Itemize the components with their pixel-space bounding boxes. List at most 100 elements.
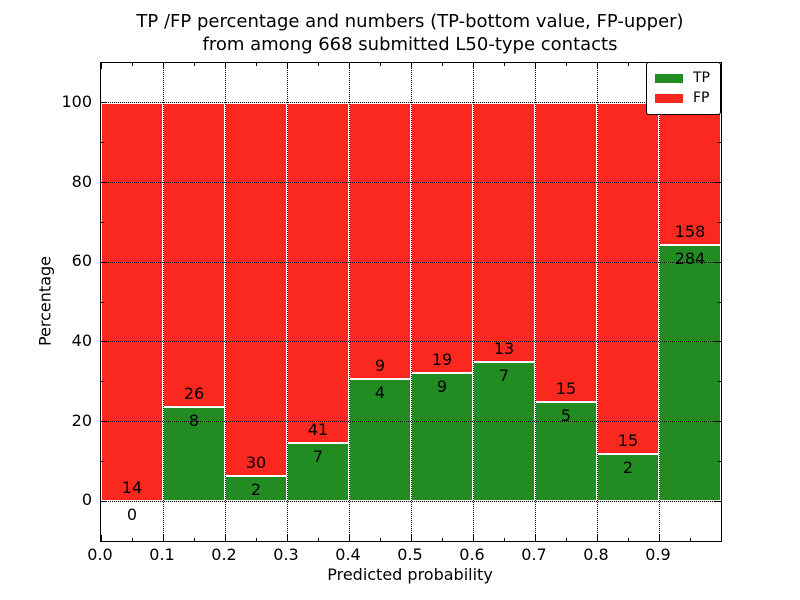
x-major-tick xyxy=(658,535,660,541)
x-major-tick xyxy=(348,63,350,69)
x-tick-label: 0.1 xyxy=(149,545,175,564)
fp-count-label: 26 xyxy=(183,384,205,404)
y-minor-tick xyxy=(101,301,104,303)
gridline-vertical xyxy=(596,63,598,541)
tp-count-label: 4 xyxy=(374,382,386,402)
x-major-tick xyxy=(410,535,412,541)
y-minor-tick xyxy=(101,381,104,383)
y-major-tick xyxy=(715,341,721,343)
tp-count-label: 8 xyxy=(188,411,200,431)
fp-count-label: 13 xyxy=(493,338,515,358)
x-major-tick xyxy=(472,535,474,541)
x-tick-label: 0.3 xyxy=(273,545,299,564)
x-major-tick xyxy=(410,63,412,69)
x-tick-label: 0.6 xyxy=(459,545,485,564)
x-minor-tick xyxy=(255,63,257,66)
x-minor-tick xyxy=(131,63,133,66)
x-tick-label: 0.9 xyxy=(645,545,671,564)
y-major-tick xyxy=(715,421,721,422)
x-minor-tick xyxy=(627,63,629,66)
y-minor-tick xyxy=(718,301,721,303)
x-major-tick xyxy=(720,63,722,69)
fp-count-label: 15 xyxy=(555,378,577,398)
x-minor-tick xyxy=(317,63,319,66)
fp-count-label: 14 xyxy=(121,478,143,498)
chart-title-line1: TP /FP percentage and numbers (TP-bottom… xyxy=(136,11,684,32)
y-minor-tick xyxy=(101,460,104,462)
fp-count-label: 9 xyxy=(374,355,386,375)
tp-count-label: 2 xyxy=(250,480,262,500)
gridline-vertical xyxy=(410,63,412,541)
x-tick-label: 0.7 xyxy=(521,545,547,564)
legend: TP FP xyxy=(646,62,721,115)
y-major-tick xyxy=(715,500,721,502)
fp-swatch-icon xyxy=(655,93,683,103)
fp-count-label: 19 xyxy=(431,350,453,370)
x-minor-tick xyxy=(565,538,567,541)
bar-segment-fp xyxy=(535,102,597,402)
x-tick-label: 0.5 xyxy=(397,545,423,564)
y-tick-label: 20 xyxy=(71,410,92,430)
gridline-vertical xyxy=(348,63,350,541)
y-tick-label: 100 xyxy=(61,91,92,111)
gridline-horizontal xyxy=(101,102,721,104)
tp-count-label: 2 xyxy=(622,458,634,478)
bar-segment-fp xyxy=(411,102,473,374)
x-major-tick xyxy=(100,63,102,69)
legend-item-tp: TP xyxy=(647,68,720,88)
x-major-tick xyxy=(534,535,536,541)
gridline-horizontal xyxy=(101,341,721,343)
x-major-tick xyxy=(224,535,226,541)
y-major-tick xyxy=(715,182,721,183)
x-major-tick xyxy=(472,63,474,69)
x-major-tick xyxy=(596,63,598,69)
y-major-tick xyxy=(101,261,107,263)
fp-count-label: 41 xyxy=(307,420,329,440)
bar-segment-tp xyxy=(163,407,225,502)
x-tick-label: 0.0 xyxy=(87,545,113,564)
tp-count-label: 7 xyxy=(312,447,324,467)
tp-count-label: 5 xyxy=(560,405,572,425)
x-major-tick xyxy=(286,63,288,69)
legend-label-fp: FP xyxy=(693,90,710,106)
y-major-tick xyxy=(101,102,107,104)
y-major-tick xyxy=(101,182,107,183)
y-minor-tick xyxy=(718,460,721,462)
x-minor-tick xyxy=(131,538,133,541)
bar-segment-fp xyxy=(597,102,659,455)
y-minor-tick xyxy=(101,221,104,223)
x-major-tick xyxy=(534,63,536,69)
x-tick-label: 0.8 xyxy=(583,545,609,564)
y-minor-tick xyxy=(718,221,721,223)
gridline-vertical xyxy=(658,63,660,541)
x-major-tick xyxy=(224,63,226,69)
x-tick-label: 0.4 xyxy=(335,545,361,564)
y-major-tick xyxy=(101,421,107,422)
x-minor-tick xyxy=(193,538,195,541)
gridline-vertical xyxy=(472,63,474,541)
gridline-vertical xyxy=(224,63,226,541)
tp-swatch-icon xyxy=(655,73,683,83)
fp-count-label: 158 xyxy=(674,222,706,242)
chart-title-line2: from among 668 submitted L50-type contac… xyxy=(202,34,618,55)
x-major-tick xyxy=(100,535,102,541)
x-minor-tick xyxy=(255,538,257,541)
x-minor-tick xyxy=(379,63,381,66)
y-minor-tick xyxy=(101,142,104,144)
x-major-tick xyxy=(162,63,164,69)
gridline-vertical xyxy=(534,63,536,541)
bar-segment-tp xyxy=(535,401,597,502)
x-minor-tick xyxy=(565,63,567,66)
gridline-vertical xyxy=(286,63,288,541)
gridline-horizontal xyxy=(101,182,721,183)
tp-count-label: 284 xyxy=(674,249,706,269)
x-tick-label: 0.2 xyxy=(211,545,237,564)
y-major-tick xyxy=(101,500,107,502)
x-minor-tick xyxy=(689,538,691,541)
gridline-horizontal xyxy=(101,421,721,422)
y-tick-label: 80 xyxy=(71,171,92,191)
legend-label-tp: TP xyxy=(693,70,710,86)
x-major-tick xyxy=(596,535,598,541)
bar-segment-fp xyxy=(225,102,287,477)
plot-area: 14 0 26 8 30 2 41 7 9 4 19 9 13 7 15 5 15 2 158 284 xyxy=(100,62,722,542)
